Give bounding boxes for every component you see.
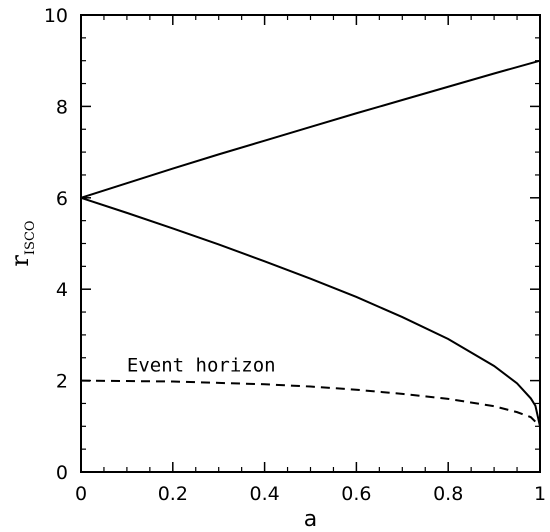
- annotation-label: Event horizon: [127, 354, 276, 376]
- series-line-2: [80, 196, 541, 427]
- x-tick-label: 0.4: [249, 483, 279, 505]
- y-tick-label: 0: [56, 462, 68, 484]
- x-tick-label: 0.8: [433, 483, 463, 505]
- svg-text:rISCO: rISCO: [6, 220, 38, 266]
- y-tick-label: 6: [56, 188, 68, 210]
- x-tick-label: 0.6: [341, 483, 371, 505]
- y-tick-label: 2: [56, 371, 68, 393]
- axis-ticks: [80, 14, 541, 473]
- x-tick-label: 0: [75, 483, 87, 505]
- y-axis-label: rISCO: [6, 220, 38, 266]
- annotations: Event horizon: [127, 354, 276, 376]
- x-tick-label: 1: [534, 483, 546, 505]
- y-tick-label: 4: [56, 279, 68, 301]
- series-line-3: [80, 379, 541, 428]
- x-tick-label: 0.2: [158, 483, 188, 505]
- plot-lines: [80, 59, 541, 428]
- y-axis-label-subscript: ISCO: [23, 220, 38, 255]
- y-axis-label-main: r: [6, 255, 34, 267]
- series-line-1: [80, 59, 541, 199]
- y-tick-label: 10: [44, 5, 68, 27]
- x-axis-label: a: [304, 507, 317, 532]
- y-tick-label: 8: [56, 96, 68, 118]
